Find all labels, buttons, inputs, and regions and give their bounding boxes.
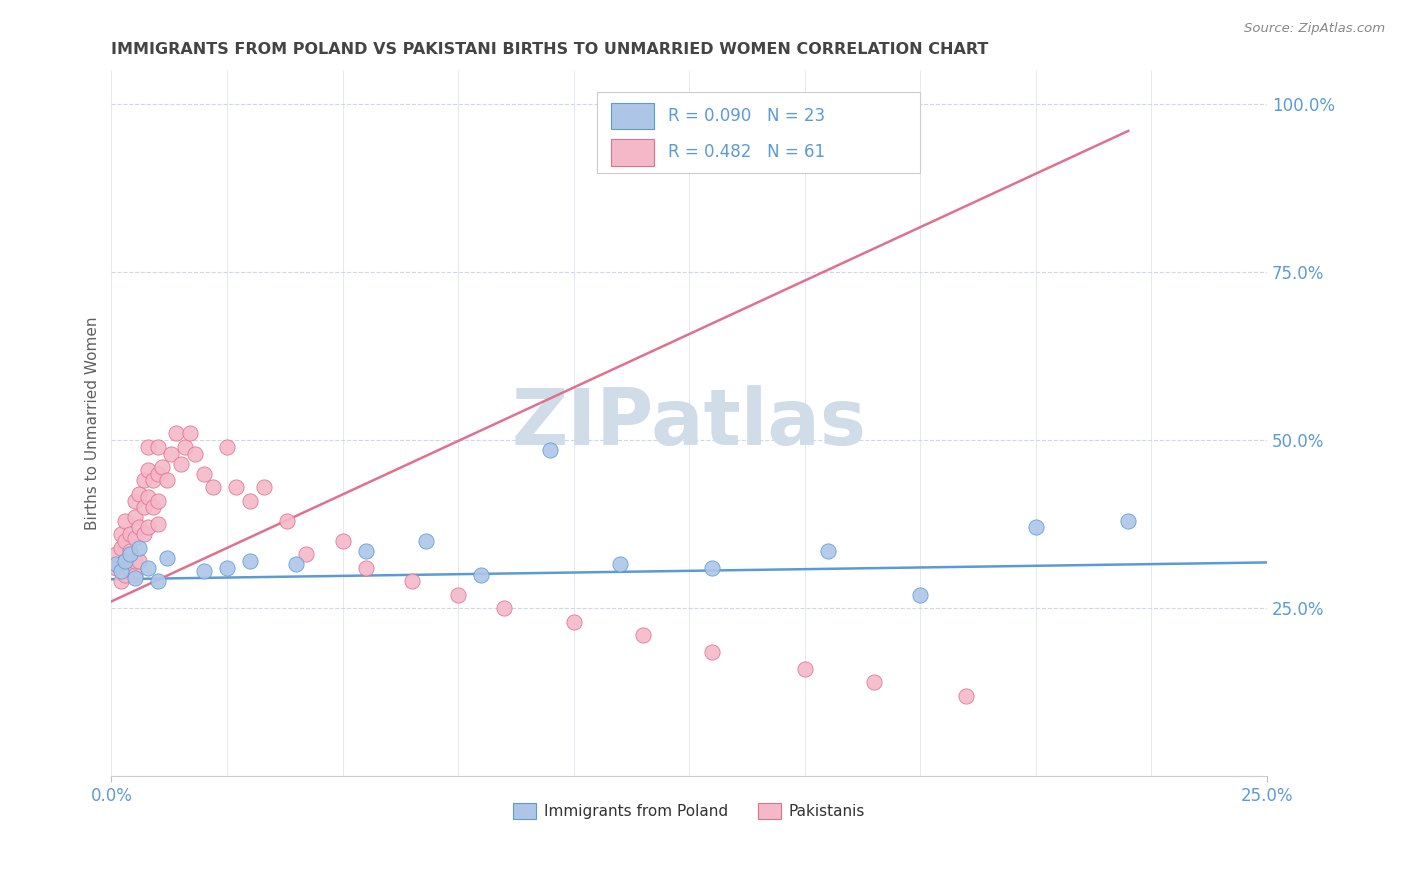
Point (110, 541, 132, 555)
Point (124, 531, 146, 545)
Point (110, 574, 132, 589)
Point (276, 514, 298, 528)
Point (193, 564, 215, 578)
Point (118, 527, 141, 541)
Point (193, 467, 215, 481)
Point (105, 561, 128, 575)
Point (354, 561, 377, 575)
Point (146, 467, 169, 481)
Point (118, 547, 141, 561)
Point (793, 662, 815, 676)
Point (114, 567, 136, 582)
Point (447, 588, 470, 602)
Point (174, 440, 197, 454)
Point (124, 510, 146, 524)
Point (138, 463, 160, 477)
Point (631, 628, 654, 642)
Point (354, 544, 377, 558)
Point (105, 547, 128, 561)
Text: IMMIGRANTS FROM POLAND VS PAKISTANI BIRTHS TO UNMARRIED WOMEN CORRELATION CHART: IMMIGRANTS FROM POLAND VS PAKISTANI BIRT… (111, 42, 988, 57)
Point (239, 493, 262, 508)
Point (1025, 520, 1047, 534)
Point (118, 561, 141, 575)
Point (132, 527, 155, 541)
Point (146, 440, 169, 454)
Point (165, 426, 187, 441)
Point (401, 574, 423, 589)
Point (702, 561, 724, 575)
Point (470, 567, 492, 582)
Text: R = 0.482   N = 61: R = 0.482 N = 61 (668, 144, 825, 161)
Text: ZIPatlas: ZIPatlas (512, 385, 866, 461)
Point (146, 517, 169, 532)
Point (215, 561, 238, 575)
Bar (610, 103, 654, 129)
Point (863, 675, 886, 690)
Point (142, 500, 165, 515)
Point (138, 561, 160, 575)
Point (142, 474, 165, 488)
Point (128, 541, 150, 555)
Point (817, 544, 839, 558)
Point (124, 554, 146, 568)
Point (202, 480, 225, 494)
Point (540, 443, 562, 458)
Point (285, 558, 308, 572)
Text: Source: ZipAtlas.com: Source: ZipAtlas.com (1244, 22, 1385, 36)
Point (110, 527, 132, 541)
Point (138, 440, 160, 454)
Point (105, 558, 128, 572)
Point (132, 500, 155, 515)
Point (239, 554, 262, 568)
Point (124, 571, 146, 585)
Point (146, 493, 169, 508)
Point (124, 493, 146, 508)
Point (415, 533, 437, 548)
Point (114, 554, 136, 568)
FancyBboxPatch shape (596, 92, 921, 173)
Point (215, 440, 238, 454)
Point (110, 564, 132, 578)
Legend: Immigrants from Poland, Pakistanis: Immigrants from Poland, Pakistanis (508, 797, 872, 825)
Point (179, 426, 201, 441)
Point (118, 544, 141, 558)
Point (114, 533, 136, 548)
Point (124, 567, 146, 582)
Y-axis label: Births to Unmarried Women: Births to Unmarried Women (86, 317, 100, 530)
Point (294, 547, 316, 561)
Point (156, 474, 179, 488)
Point (170, 457, 193, 471)
Point (702, 645, 724, 659)
Point (955, 689, 977, 703)
Point (160, 446, 183, 460)
Point (562, 615, 585, 629)
Point (225, 480, 247, 494)
Point (156, 550, 179, 565)
Point (1116, 514, 1139, 528)
Bar (610, 139, 654, 166)
Point (110, 561, 132, 575)
Point (138, 490, 160, 504)
Text: R = 0.090   N = 23: R = 0.090 N = 23 (668, 107, 825, 125)
Point (132, 474, 155, 488)
Point (114, 554, 136, 568)
Point (183, 446, 205, 460)
Point (494, 601, 516, 615)
Point (910, 588, 932, 602)
Point (150, 460, 173, 475)
Point (146, 574, 169, 589)
Point (128, 554, 150, 568)
Point (138, 520, 160, 534)
Point (332, 533, 354, 548)
Point (128, 487, 150, 501)
Point (253, 480, 276, 494)
Point (114, 514, 136, 528)
Point (609, 558, 631, 572)
Point (128, 520, 150, 534)
